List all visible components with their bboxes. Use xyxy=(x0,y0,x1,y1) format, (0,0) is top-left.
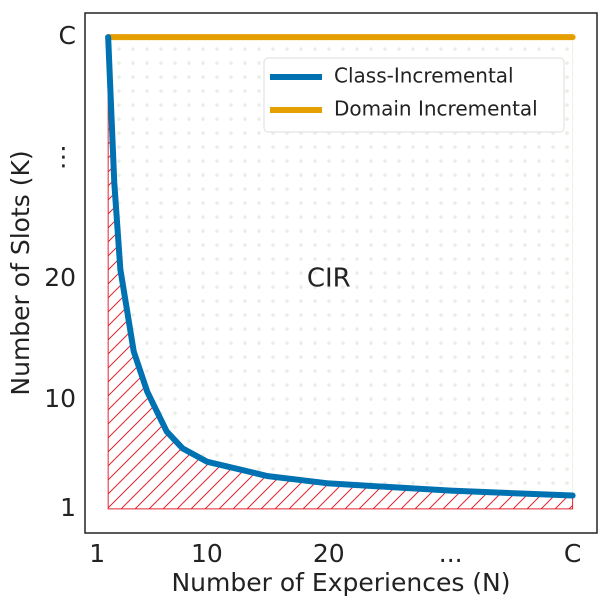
x-tick-label: C xyxy=(564,539,581,568)
y-tick-label: C xyxy=(59,21,76,50)
y-tick-label: 20 xyxy=(44,263,76,292)
x-tick-label: 10 xyxy=(191,539,223,568)
y-axis-label: Number of Slots (K) xyxy=(6,150,35,395)
x-tick-label: 20 xyxy=(313,539,345,568)
annotation: CIR xyxy=(307,264,351,294)
x-tick-label: ... xyxy=(439,539,463,568)
x-tick-label: 1 xyxy=(89,539,105,568)
legend-label: Class-Incremental xyxy=(334,64,514,88)
line-series xyxy=(105,34,576,499)
legend-box xyxy=(263,57,565,133)
x-axis-label: Number of Experiences (N) xyxy=(171,568,510,597)
plot-frame xyxy=(84,12,598,534)
y-tick-label: ⋮ xyxy=(51,142,76,171)
y-tick-label: 10 xyxy=(44,384,76,413)
legend-label: Domain Incremental xyxy=(334,97,538,121)
y-tick-label: 1 xyxy=(60,493,76,522)
